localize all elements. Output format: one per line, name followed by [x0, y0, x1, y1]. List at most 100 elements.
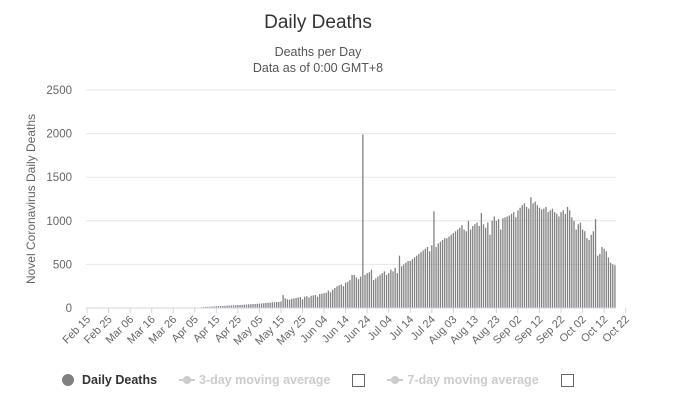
bar	[316, 296, 319, 308]
legend-item-3-day-average[interactable]: 3-day moving average	[179, 373, 330, 387]
bar	[515, 217, 517, 308]
bar	[461, 225, 463, 308]
bar	[500, 229, 502, 308]
bar	[224, 305, 226, 308]
legend-label-3-day-average: 3-day moving average	[199, 373, 331, 387]
bar	[523, 203, 526, 308]
bar	[319, 294, 321, 308]
bar	[332, 289, 334, 308]
bar	[480, 212, 482, 308]
bar	[383, 271, 386, 308]
bar	[204, 306, 207, 308]
bar	[260, 303, 263, 308]
bar	[517, 210, 519, 308]
bar	[607, 257, 610, 308]
bar	[245, 304, 248, 308]
bar	[396, 273, 398, 308]
bar	[564, 213, 567, 308]
bar	[368, 272, 370, 308]
bar	[293, 298, 295, 308]
bar	[571, 217, 573, 308]
bar	[424, 248, 426, 308]
bar	[416, 255, 418, 308]
bar	[448, 236, 450, 308]
bar	[385, 274, 388, 308]
bar	[390, 269, 392, 308]
bar	[248, 304, 250, 308]
bar	[340, 284, 342, 308]
bar	[372, 280, 375, 308]
bar	[215, 306, 217, 308]
legend-label-daily-deaths: Daily Deaths	[82, 373, 158, 387]
bar	[547, 212, 549, 308]
bar	[495, 220, 498, 308]
bar	[536, 205, 539, 308]
bar	[560, 212, 562, 308]
bar	[586, 238, 588, 308]
bar	[605, 251, 607, 308]
legend-label-7-day-average: 7-day moving average	[407, 373, 539, 387]
bar	[545, 206, 547, 308]
bar	[327, 290, 330, 308]
bar	[528, 208, 530, 308]
bar	[413, 257, 416, 308]
bar	[394, 267, 396, 308]
bar	[601, 246, 603, 308]
bar	[590, 234, 592, 308]
bar	[450, 234, 452, 308]
bar	[252, 304, 254, 308]
bar	[230, 305, 233, 308]
bar	[295, 297, 297, 308]
bar	[254, 303, 256, 308]
bar	[428, 251, 431, 308]
bar	[407, 260, 409, 308]
checkbox-3-day-average[interactable]	[352, 373, 366, 387]
bar	[592, 231, 595, 308]
bar	[426, 246, 429, 308]
bar	[213, 306, 215, 308]
bar	[377, 276, 379, 308]
bar	[469, 229, 472, 308]
bar	[258, 303, 261, 308]
bar	[388, 273, 390, 308]
bar	[569, 210, 571, 308]
bar	[485, 227, 487, 308]
data-timestamp: Data as of 0:00 GMT+8	[252, 61, 384, 75]
bar	[400, 266, 403, 308]
bar	[581, 229, 584, 308]
bar	[209, 306, 211, 308]
bar	[614, 265, 616, 308]
bar	[446, 238, 448, 308]
bar	[286, 299, 289, 308]
bar	[239, 304, 241, 308]
bar	[558, 216, 560, 308]
legend-item-daily-deaths[interactable]: Daily Deaths	[62, 373, 157, 387]
bar	[280, 301, 282, 308]
bar	[366, 273, 368, 308]
bar	[457, 229, 459, 308]
bar	[553, 212, 556, 308]
bar	[478, 226, 480, 308]
bar	[353, 274, 355, 308]
y-axis-title: Novel Coronavirus Daily Deaths	[24, 114, 38, 284]
bar	[263, 303, 265, 308]
bar	[312, 295, 314, 308]
bar	[334, 287, 336, 308]
bar	[265, 302, 267, 308]
bar	[301, 299, 304, 308]
bar	[599, 253, 601, 308]
legend-item-7-day-average[interactable]: 7-day moving average	[387, 373, 539, 387]
bar	[418, 253, 420, 308]
daily-deaths-chart: 0 500 1000 1500 2000 2500 Novel Coronavirus Da…	[24, 85, 632, 348]
bar	[409, 260, 411, 308]
bar	[375, 278, 377, 308]
bar	[612, 264, 614, 308]
y-tick-label: 2000	[46, 129, 72, 141]
checkbox-7-day-average[interactable]	[560, 373, 574, 387]
bar	[579, 222, 582, 308]
bar	[603, 248, 605, 308]
bar	[207, 306, 209, 308]
chart-title: Daily Deaths	[264, 12, 372, 33]
bar	[269, 302, 271, 308]
bar	[344, 282, 347, 308]
